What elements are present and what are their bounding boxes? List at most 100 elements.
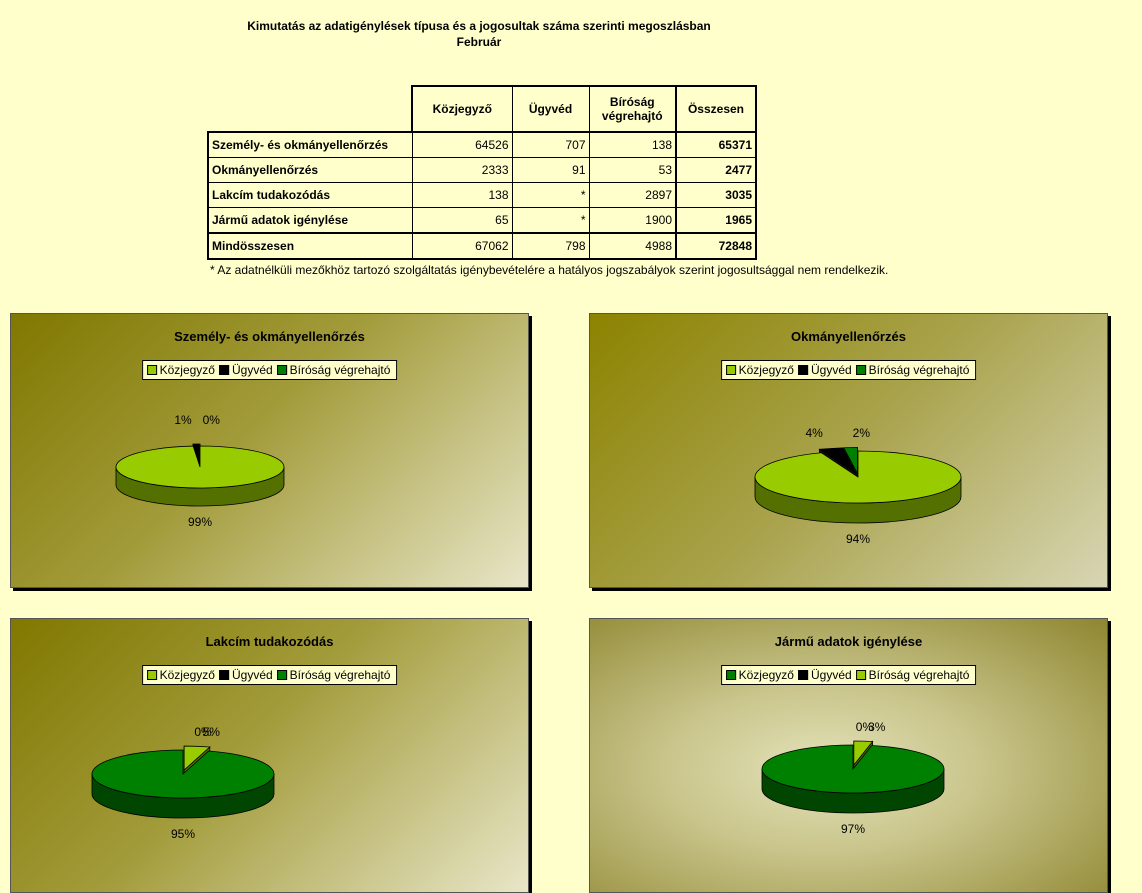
legend-item: Bíróság végrehajtó — [855, 363, 970, 377]
table-row: Személy- és okmányellenőrzés 64526 707 1… — [207, 131, 757, 158]
table-cell: 1900 — [588, 207, 677, 234]
table-total-cell: 3035 — [675, 182, 757, 208]
pie-slice-label: 2% — [853, 426, 871, 440]
row-label: Mindösszesen — [207, 232, 413, 260]
pie-chart-szemely-okmany: 99% 1% 0% Személy- és okmányellenőrzés Köz… — [10, 313, 529, 588]
table-cell: * — [511, 207, 590, 234]
report-subtitle: Február — [456, 35, 502, 49]
pie-slice-label: 4% — [805, 426, 823, 440]
report-title: Kimutatás az adatigénylések típusa és a … — [247, 19, 711, 33]
table-footnote: * Az adatnélküli mezőkhöz tartozó szolgá… — [210, 263, 889, 277]
legend-item: Ügyvéd — [797, 363, 852, 377]
pie-slice-label: 0% — [194, 725, 212, 739]
legend-swatch — [797, 365, 808, 375]
table-row: Okmányellenőrzés 2333 91 53 2477 — [207, 157, 757, 183]
row-label: Okmányellenőrzés — [207, 157, 413, 183]
legend-swatch — [218, 670, 229, 680]
pie-slice — [115, 445, 285, 489]
legend-item: Ügyvéd — [218, 668, 273, 682]
legend-label: Közjegyző — [738, 668, 794, 682]
legend-swatch — [146, 365, 157, 375]
table-cell: 4988 — [588, 232, 677, 260]
chart-title: Lakcím tudakozódás — [205, 634, 334, 649]
pie-slice-label: 3% — [868, 720, 886, 734]
pie-slice-label: 99% — [188, 515, 212, 529]
legend-label: Bíróság végrehajtó — [868, 668, 970, 682]
chart-legend: Közjegyző Ügyvéd Bíróság végrehajtó — [141, 665, 398, 685]
table-cell: 798 — [511, 232, 590, 260]
legend-label: Közjegyző — [738, 363, 794, 377]
legend-item: Közjegyző — [146, 363, 215, 377]
table-cell: 65 — [411, 207, 513, 234]
legend-label: Ügyvéd — [810, 668, 852, 682]
pie-plot: 99% 1% 0% — [115, 413, 285, 529]
col-header: Közjegyző — [411, 85, 513, 133]
table-total-cell: 72848 — [675, 232, 757, 260]
legend-swatch — [725, 365, 736, 375]
pie-slice-label: 97% — [841, 822, 865, 836]
row-label: Jármű adatok igénylése — [207, 207, 413, 234]
legend-item: Ügyvéd — [218, 363, 273, 377]
table-cell: * — [511, 182, 590, 208]
pie-slice-label: 5% — [203, 725, 221, 739]
pie-slice — [91, 749, 275, 799]
table-cell: 64526 — [411, 131, 513, 158]
chart-title: Személy- és okmányellenőrzés — [174, 329, 365, 344]
col-header: Összesen — [675, 85, 757, 133]
legend-item: Bíróság végrehajtó — [855, 668, 970, 682]
legend-item: Bíróság végrehajtó — [276, 668, 391, 682]
table-cell: 138 — [411, 182, 513, 208]
pie-slice-label: 0% — [203, 413, 221, 427]
legend-swatch — [276, 365, 287, 375]
table-total-cell: 1965 — [675, 207, 757, 234]
legend-item: Közjegyző — [146, 668, 215, 682]
legend-item: Közjegyző — [725, 363, 794, 377]
table-cell: 138 — [588, 131, 677, 158]
pie-slice — [192, 443, 201, 466]
legend-swatch — [855, 365, 866, 375]
legend-item: Ügyvéd — [797, 668, 852, 682]
pie-slice — [183, 745, 211, 771]
pie-slice-label: 94% — [846, 532, 870, 546]
pie-slice — [843, 447, 858, 474]
table-corner-cell — [208, 86, 412, 132]
row-label: Lakcím tudakozódás — [207, 182, 413, 208]
pie-slice-label: 0% — [856, 720, 874, 734]
chart-legend: Közjegyző Ügyvéd Bíróság végrehajtó — [720, 665, 977, 685]
chart-legend: Közjegyző Ügyvéd Bíróság végrehajtó — [141, 360, 398, 380]
report-header: Kimutatás az adatigénylések típusa és a … — [0, 18, 958, 50]
legend-swatch — [855, 670, 866, 680]
table-cell: 2333 — [411, 157, 513, 183]
row-label: Személy- és okmányellenőrzés — [207, 131, 413, 158]
legend-label: Közjegyző — [159, 668, 215, 682]
table-total-cell: 65371 — [675, 131, 757, 158]
table-cell: 707 — [511, 131, 590, 158]
legend-label: Ügyvéd — [231, 363, 273, 377]
pie-plot: 3%0% 97% — [761, 720, 945, 836]
legend-label: Bíróság végrehajtó — [868, 363, 970, 377]
chart-legend: Közjegyző Ügyvéd Bíróság végrehajtó — [720, 360, 977, 380]
pie-plot: 94% 4% 2% — [754, 426, 962, 546]
legend-swatch — [146, 670, 157, 680]
col-header: Bíróság végrehajtó — [588, 85, 677, 133]
legend-item: Bíróság végrehajtó — [276, 363, 390, 377]
pie-slice — [754, 450, 962, 504]
table-cell: 67062 — [411, 232, 513, 260]
data-table: Közjegyző Ügyvéd Bíróság végrehajtó Össz… — [207, 85, 757, 260]
table-total-row: Mindösszesen 67062 798 4988 72848 — [207, 232, 757, 260]
table-row: Jármű adatok igénylése 65 * 1900 1965 — [207, 207, 757, 234]
legend-label: Közjegyző — [159, 363, 215, 377]
legend-swatch — [797, 670, 808, 680]
pie-plot: 5%0% 95% — [91, 725, 275, 841]
pie-slice — [761, 744, 945, 794]
pie-chart-okmany: 94% 4% 2% Okmányellenőrzés Közjegyző Ügyvé… — [589, 313, 1108, 588]
chart-title: Jármű adatok igénylése — [774, 634, 923, 649]
pie-chart-jarmu: 3% 0% 97% Jármű adatok igénylése Közjegyző… — [589, 618, 1108, 893]
table-cell: 53 — [588, 157, 677, 183]
pie-chart-lakcim: 5% 0% 95% Lakcím tudakozódás Közjegyző Ügy… — [10, 618, 529, 893]
pie-slice-label: 1% — [174, 413, 192, 427]
table-header-row: Közjegyző Ügyvéd Bíróság végrehajtó Össz… — [208, 85, 757, 133]
pie-slice-label: 95% — [171, 827, 195, 841]
legend-label: Ügyvéd — [231, 668, 273, 682]
legend-label: Bíróság végrehajtó — [289, 668, 391, 682]
